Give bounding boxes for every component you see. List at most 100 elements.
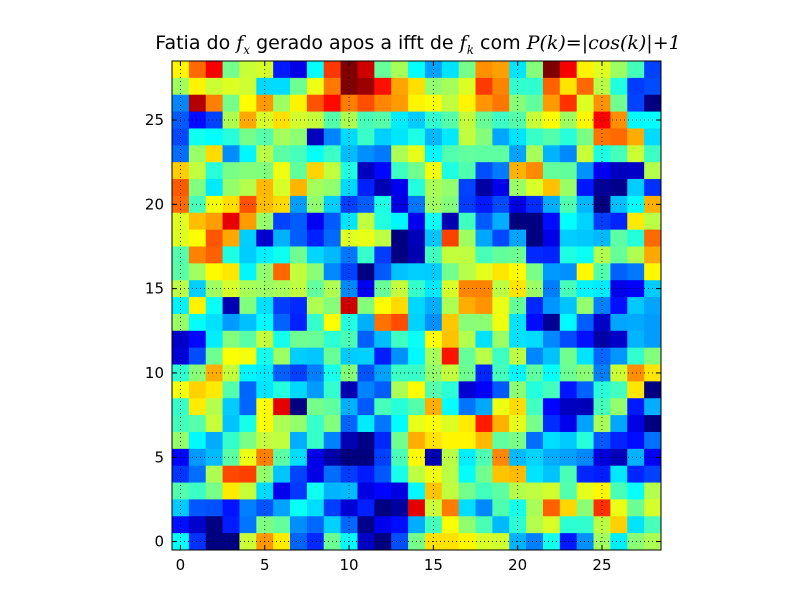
heatmap-cell [559,162,578,180]
heatmap-cell [458,364,477,382]
heatmap-cell [458,212,477,231]
heatmap-cell [290,94,308,113]
heatmap-cell [188,482,207,501]
heatmap-cell [610,212,628,231]
heatmap-cell [424,347,443,366]
heatmap-cell [408,297,426,315]
heatmap-cell [205,516,224,534]
heatmap-cell [475,499,493,517]
heatmap-cell [306,482,325,501]
heatmap-cell [256,77,274,96]
heatmap-cell [374,128,392,146]
heatmap-cell [256,195,274,214]
heatmap-cell [644,61,661,79]
heatmap-cell [526,533,544,550]
heatmap-cell [509,398,527,416]
heatmap-cell [290,398,308,416]
heatmap-cell [323,263,342,281]
heatmap-cell [627,330,645,349]
heatmap-cell [610,381,628,399]
heatmap-cell [306,313,325,332]
heatmap-cell [391,381,409,399]
heatmap-cell [172,263,190,281]
heatmap-cell [273,482,291,501]
heatmap-cell [222,128,241,146]
heatmap-cell [306,77,325,96]
heatmap-cell [610,111,628,130]
heatmap-cell [374,297,392,315]
heatmap-cell [526,263,544,281]
heatmap-cell [593,398,612,416]
y-tick-label: 25 [145,111,164,129]
heatmap-cell [374,448,392,467]
heatmap-cell [542,533,561,550]
heatmap-cell [374,533,392,550]
heatmap-cell [408,398,426,416]
heatmap-cell [441,111,460,130]
heatmap-cell [509,246,527,264]
heatmap-cell [340,145,359,163]
heatmap-cell [610,128,628,146]
heatmap-cell [340,111,359,130]
heatmap-cell [340,263,359,281]
heatmap-cell [492,313,510,332]
heatmap-cell [526,364,544,382]
grid-lines [172,61,661,550]
heatmap-cell [391,77,409,96]
heatmap-cell [188,263,207,281]
heatmap-cell [509,415,527,433]
heatmap-cell [391,431,409,450]
heatmap-cell [172,465,190,484]
heatmap-cell [290,246,308,264]
heatmap-cell [374,61,392,79]
heatmap-cell [610,465,628,484]
heatmap-cell [610,179,628,197]
heatmap-cell [273,398,291,416]
heatmap-cell [424,313,443,332]
heatmap-cell [542,381,561,399]
heatmap-cell [239,313,257,332]
heatmap-cell [526,499,544,517]
heatmap-cell [273,347,291,366]
heatmap-cell [323,330,342,349]
heatmap-cell [357,465,375,484]
heatmap-cell [475,381,493,399]
heatmap-cell [340,195,359,214]
heatmap-cell [509,465,527,484]
heatmap-cell [374,111,392,130]
heatmap-cell [374,179,392,197]
heatmap-cell [627,297,645,315]
heatmap-cell [357,482,375,501]
heatmap-cell [290,364,308,382]
heatmap-cell [256,330,274,349]
heatmap-cell [323,431,342,450]
heatmap-cell [357,499,375,517]
heatmap-cell [391,162,409,180]
heatmap-cell [340,381,359,399]
heatmap-cell [273,533,291,550]
heatmap-cell [256,94,274,113]
heatmap-cell [458,195,477,214]
heatmap-cell [306,246,325,264]
heatmap-cell [374,94,392,113]
heatmap-cell [273,280,291,298]
heatmap-cell [340,246,359,264]
heatmap-cell [610,94,628,113]
heatmap-cell [576,111,595,130]
heatmap-cell [205,364,224,382]
heatmap-cell [593,145,612,163]
heatmap-cell [644,347,661,366]
heatmap-cell [576,465,595,484]
heatmap-cell [576,297,595,315]
heatmap-cell [273,212,291,231]
heatmap-cell [593,499,612,517]
heatmap-cell [188,330,207,349]
heatmap-cell [323,61,342,79]
heatmap-cell [188,212,207,231]
heatmap-cell [222,347,241,366]
heatmap-cell [627,212,645,231]
heatmap-cell [526,297,544,315]
heatmap-cell [290,111,308,130]
heatmap-cell [306,499,325,517]
heatmap-cell [644,499,661,517]
